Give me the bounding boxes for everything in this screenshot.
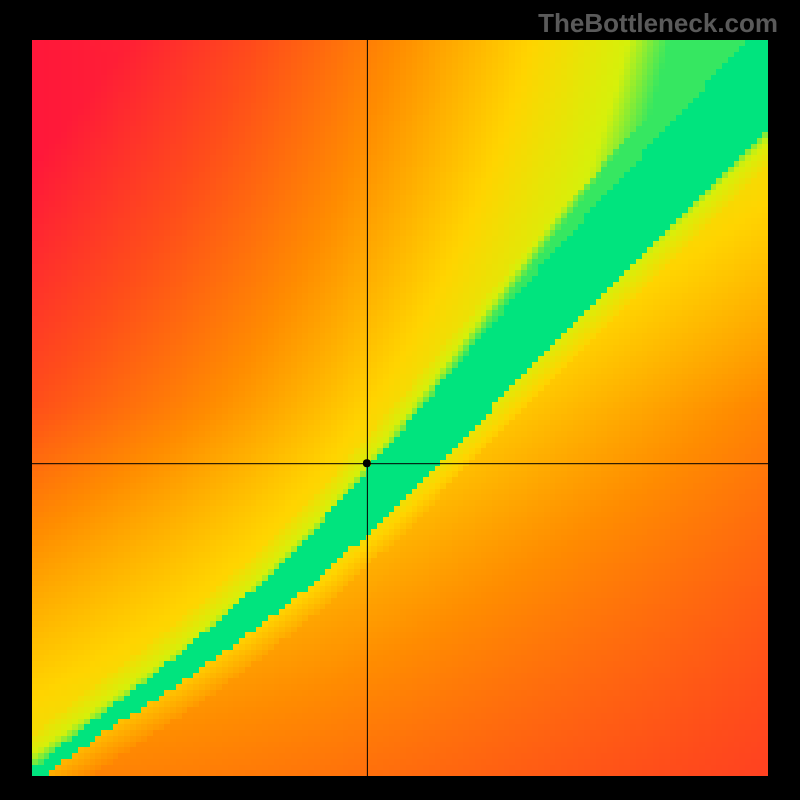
chart-container: TheBottleneck.com (0, 0, 800, 800)
watermark-text: TheBottleneck.com (538, 8, 778, 39)
bottleneck-heatmap (32, 40, 768, 776)
